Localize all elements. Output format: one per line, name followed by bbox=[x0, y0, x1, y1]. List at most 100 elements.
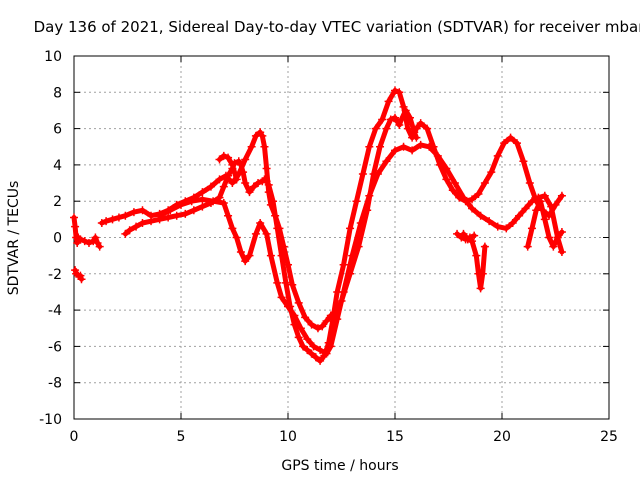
data-point bbox=[316, 346, 325, 355]
data-point bbox=[358, 169, 367, 178]
data-point bbox=[365, 191, 374, 200]
data-point bbox=[376, 142, 385, 151]
data-point bbox=[129, 208, 138, 217]
data-point bbox=[294, 298, 303, 307]
data-point bbox=[557, 228, 566, 237]
data-point bbox=[281, 278, 290, 287]
y-axis-label: SDTVAR / TECUs bbox=[6, 181, 22, 296]
data-point bbox=[311, 353, 320, 362]
data-point bbox=[453, 229, 462, 238]
data-point bbox=[121, 229, 130, 238]
data-point bbox=[277, 293, 286, 302]
data-point bbox=[408, 133, 417, 142]
data-point bbox=[166, 206, 175, 215]
data-point bbox=[480, 242, 489, 251]
data-point bbox=[450, 179, 459, 188]
x-tick-label: 25 bbox=[600, 429, 618, 445]
data-point bbox=[502, 224, 511, 233]
series-line bbox=[461, 231, 488, 291]
data-point bbox=[209, 197, 218, 206]
data-point bbox=[474, 189, 483, 198]
data-point bbox=[264, 180, 273, 189]
data-point bbox=[70, 213, 78, 222]
data-point bbox=[224, 171, 233, 180]
data-point bbox=[523, 242, 532, 251]
data-point bbox=[465, 233, 474, 242]
y-tick-label: 6 bbox=[53, 122, 62, 138]
data-point bbox=[298, 342, 307, 351]
data-point bbox=[114, 213, 123, 222]
data-point bbox=[249, 182, 258, 191]
data-point bbox=[442, 175, 451, 184]
data-point bbox=[121, 211, 130, 220]
data-point bbox=[215, 175, 224, 184]
data-point bbox=[540, 215, 549, 224]
series-arc-5 bbox=[155, 140, 566, 358]
data-point bbox=[356, 218, 365, 227]
data-point bbox=[76, 271, 85, 280]
data-point bbox=[545, 233, 554, 242]
data-point bbox=[493, 222, 502, 231]
data-point bbox=[373, 169, 382, 178]
data-point bbox=[125, 226, 134, 235]
data-point bbox=[71, 266, 80, 275]
y-tick-label: 10 bbox=[44, 49, 62, 65]
data-point bbox=[132, 222, 141, 231]
data-point bbox=[95, 242, 104, 251]
data-point bbox=[277, 251, 286, 260]
y-tick-label: -4 bbox=[48, 303, 62, 319]
data-point bbox=[478, 269, 487, 278]
data-point bbox=[138, 218, 147, 227]
data-point bbox=[395, 120, 404, 129]
data-point bbox=[416, 119, 425, 128]
data-point bbox=[301, 313, 310, 322]
data-point bbox=[219, 182, 228, 191]
data-point bbox=[228, 179, 237, 188]
data-point bbox=[547, 202, 556, 211]
data-point bbox=[506, 133, 515, 142]
data-point bbox=[155, 211, 164, 220]
data-point bbox=[322, 316, 331, 325]
data-point bbox=[549, 242, 558, 251]
data-point bbox=[164, 213, 173, 222]
data-point bbox=[228, 224, 237, 233]
x-tick-label: 20 bbox=[493, 429, 511, 445]
data-point bbox=[403, 124, 412, 133]
data-point bbox=[177, 200, 185, 209]
data-point bbox=[71, 222, 80, 231]
data-point bbox=[468, 204, 477, 213]
data-point bbox=[515, 211, 524, 220]
data-point bbox=[224, 153, 233, 162]
data-point bbox=[485, 217, 494, 226]
data-point bbox=[294, 333, 303, 342]
data-point bbox=[386, 115, 395, 124]
data-point bbox=[382, 124, 391, 133]
data-point bbox=[219, 151, 228, 160]
grid bbox=[74, 56, 609, 419]
data-point bbox=[408, 146, 417, 155]
data-point bbox=[459, 193, 468, 202]
data-point bbox=[339, 287, 348, 296]
x-tick-label: 15 bbox=[386, 429, 404, 445]
data-point bbox=[247, 142, 256, 151]
y-tick-label: -2 bbox=[48, 267, 62, 283]
data-point bbox=[273, 224, 282, 233]
data-point bbox=[241, 155, 250, 164]
data-point bbox=[333, 315, 342, 324]
data-point bbox=[309, 342, 318, 351]
data-point bbox=[365, 142, 374, 151]
data-point bbox=[412, 124, 421, 133]
axis-ticks: 0 5 10 15 20 25 -10 -8 -6 -4 -2 0 2 4 6 8 10 bbox=[39, 49, 618, 445]
data-point bbox=[224, 211, 233, 220]
data-point bbox=[472, 251, 481, 260]
data-point bbox=[80, 237, 89, 246]
data-point bbox=[241, 179, 250, 188]
data-point bbox=[232, 233, 241, 242]
data-point bbox=[189, 206, 198, 215]
data-point bbox=[313, 324, 322, 333]
data-point bbox=[399, 102, 408, 111]
data-point bbox=[476, 284, 485, 293]
data-point bbox=[508, 218, 517, 227]
y-tick-label: 8 bbox=[53, 85, 62, 101]
